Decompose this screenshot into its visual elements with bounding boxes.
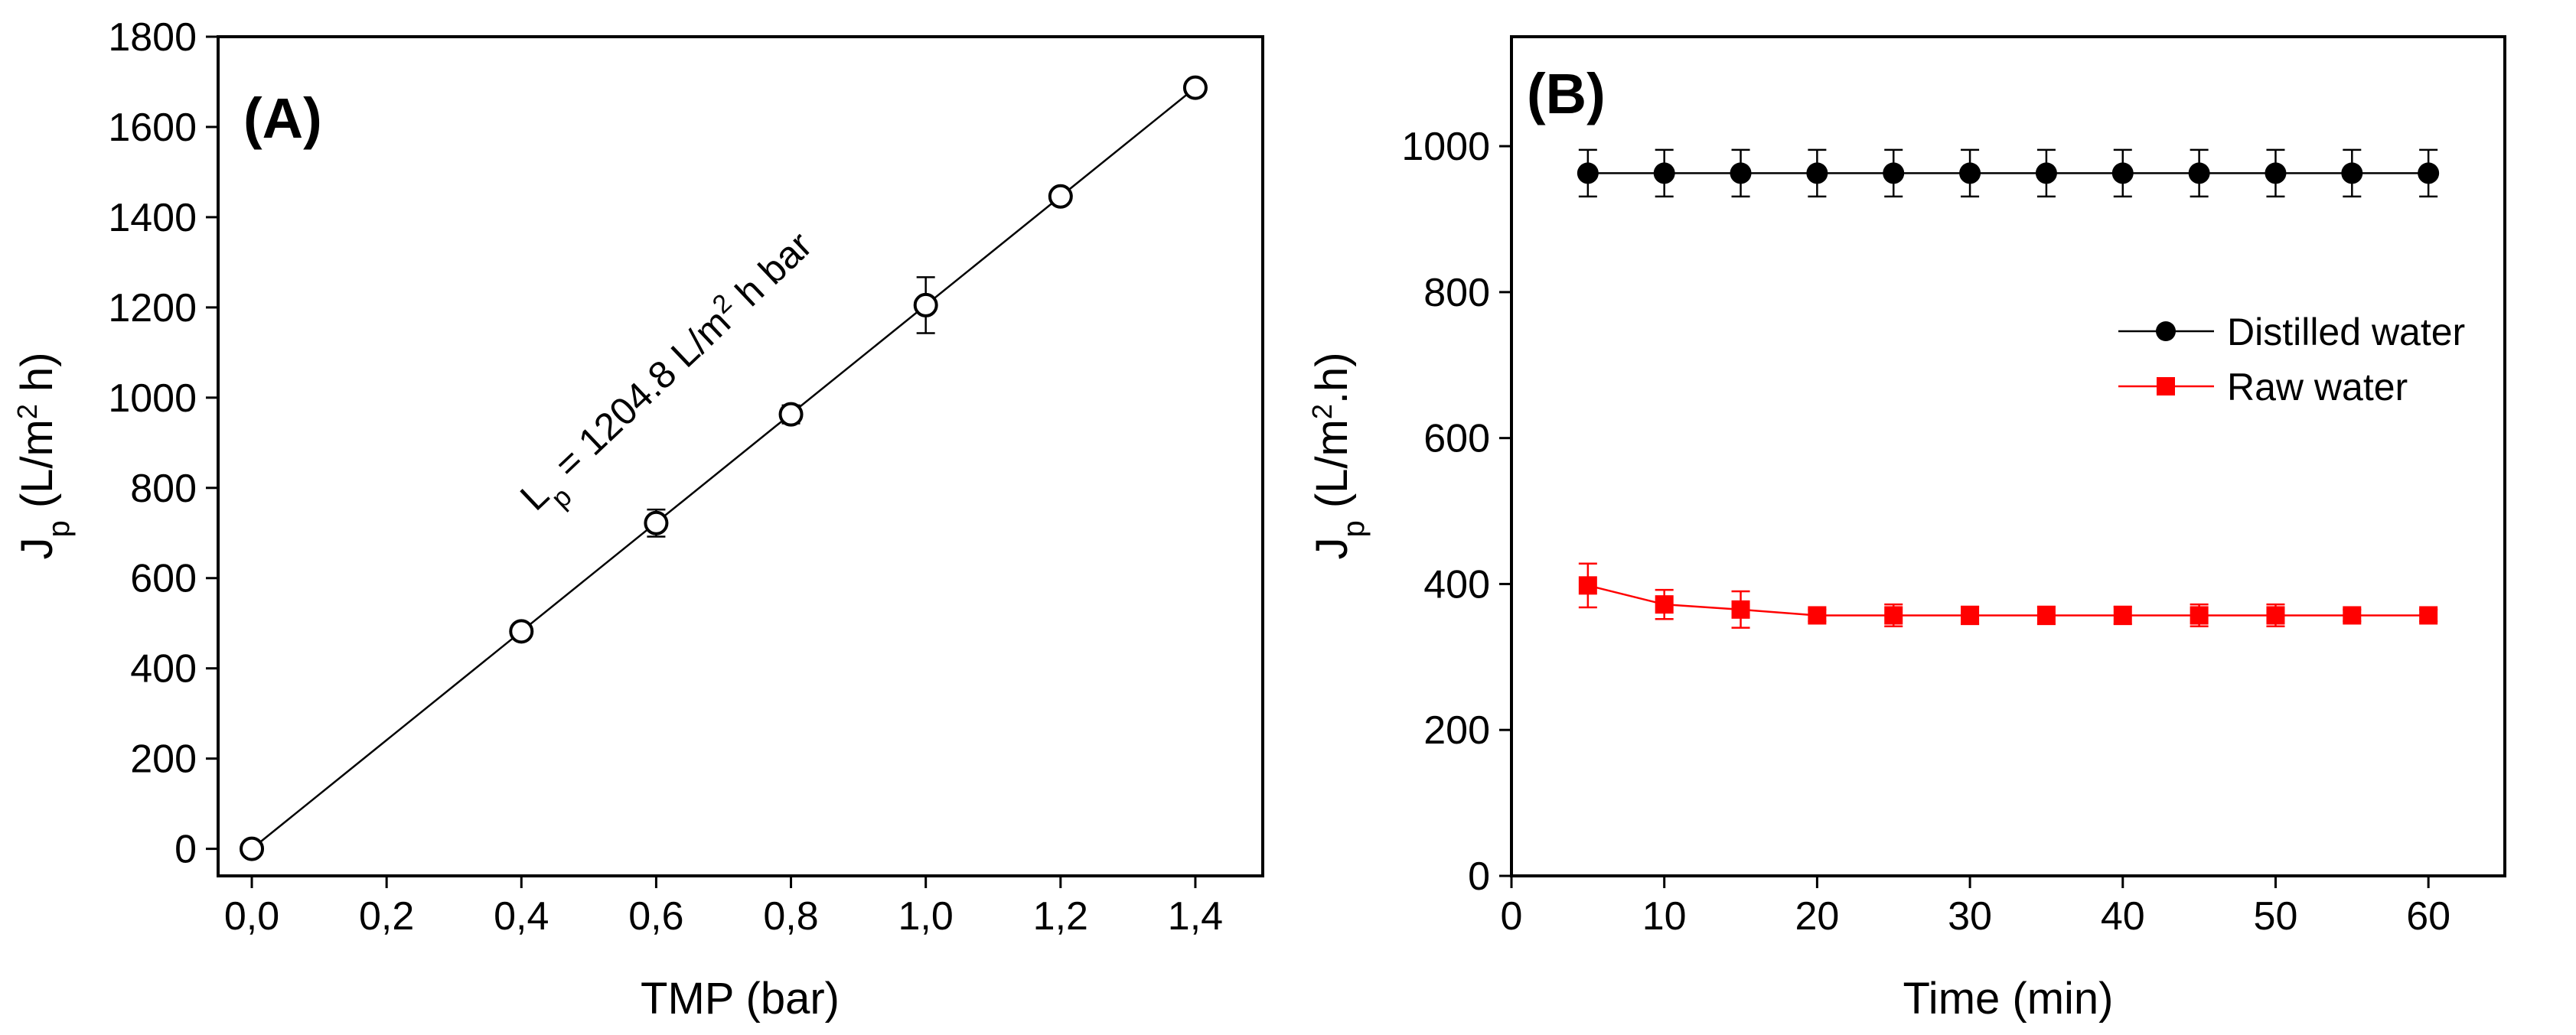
- panel-b-ytick-label: 600: [1423, 417, 1490, 461]
- panel-a-xlabel: TMP (bar): [641, 974, 840, 1024]
- panel-b-point-raw: [2190, 606, 2209, 625]
- panel-b-ytick-label: 400: [1423, 562, 1490, 607]
- panel-b-xtick-label: 60: [2406, 894, 2450, 939]
- panel-b-ytick-label: 0: [1468, 854, 1490, 899]
- panel-b-point-raw: [1884, 606, 1903, 625]
- panel-b-ytick-label: 200: [1423, 708, 1490, 753]
- legend-marker-distilled: [2156, 321, 2176, 341]
- panel-b-point-raw: [1731, 600, 1750, 619]
- panel-b-point-distilled: [2418, 162, 2440, 184]
- panel-a-point: [778, 402, 804, 427]
- panel-b-ylabel-sub: p: [1337, 520, 1371, 537]
- panel-a-point: [1182, 75, 1208, 100]
- legend-label-distilled: Distilled water: [2227, 311, 2465, 353]
- panel-b-xtick-label: 40: [2101, 894, 2145, 939]
- panel-a-point: [644, 510, 669, 535]
- panel-b-xlabel: Time (min): [1903, 974, 2114, 1024]
- panel-b-point-distilled: [2035, 162, 2057, 184]
- panel-b-point-raw: [1655, 595, 1674, 614]
- panel-b-point-raw: [2113, 606, 2132, 625]
- panel-a-ytick-label: 1800: [108, 15, 197, 60]
- panel-b-label: (B): [1527, 62, 1606, 125]
- panel-b-xtick-label: 0: [1501, 894, 1523, 939]
- panel-a-xtick-label: 0,4: [494, 894, 549, 939]
- legend-marker-raw: [2157, 377, 2175, 395]
- panel-b-ylabel-end: .h): [1307, 352, 1357, 404]
- panel-a-point: [509, 619, 534, 644]
- panel-a-xtick-label: 0,8: [763, 894, 818, 939]
- panel-b-frame: [1510, 35, 2506, 877]
- panel-a-ytick-label: 1600: [108, 106, 197, 150]
- panel-b-ylabel-main: J: [1307, 538, 1357, 560]
- panel-b-ytick-label: 1000: [1401, 125, 1490, 169]
- panel-a-ytick-label: 1000: [108, 376, 197, 421]
- panel-a-ytick-label: 0: [174, 828, 197, 872]
- panel-b-xtick-label: 10: [1642, 894, 1687, 939]
- panel-a-xtick-label: 1,0: [898, 894, 954, 939]
- panel-a-ytick-label: 200: [130, 737, 197, 782]
- panel-b-point-raw: [1808, 606, 1827, 625]
- panel-b-ylabel-sup: 2: [1306, 404, 1338, 419]
- panel-b-xtick-label: 20: [1795, 894, 1839, 939]
- panel-a-ytick-label: 400: [130, 647, 197, 692]
- annotation-middle: = 1204.8 L/m: [539, 301, 739, 493]
- panel-a-ylabel-rest: (L/m: [12, 419, 62, 520]
- panel-b-point-raw: [1578, 576, 1597, 595]
- panel-b-ylabel-rest: (L/m: [1307, 419, 1357, 520]
- annotation-suffix: h bar: [719, 223, 820, 322]
- panel-a-data: [240, 75, 1208, 861]
- legend-label-raw: Raw water: [2227, 366, 2408, 408]
- panel-a-ytick-label: 800: [130, 467, 197, 511]
- panel-a-ylabel-end: h): [12, 352, 62, 404]
- panel-a-point: [240, 836, 265, 861]
- panel-b-point-distilled: [1730, 162, 1752, 184]
- panel-b-ylabel: Jp (L/m2.h): [1306, 352, 1371, 559]
- panel-b-data: [1577, 148, 2440, 629]
- panel-a-ytick-label: 600: [130, 557, 197, 601]
- panel-b-point-distilled: [2265, 162, 2287, 184]
- panel-a-ytick-label: 1400: [108, 196, 197, 240]
- panel-a-fit-line: [251, 86, 1196, 850]
- panel-b-point-distilled: [1577, 162, 1599, 184]
- panel-b-point-distilled: [1653, 162, 1675, 184]
- panel-b-point-raw: [1961, 606, 1980, 625]
- legend: Distilled water Raw water: [2118, 311, 2465, 408]
- panel-a: 0,0 0,2 0,4 0,6 0,8 1,0 1,2 1,4 0 200 400 600 800 100…: [11, 15, 1264, 1024]
- panel-a-xtick-label: 0,2: [359, 894, 414, 939]
- lp-annotation: Lp = 1204.8 L/m2 h bar: [510, 221, 829, 529]
- panel-b-point-raw: [2343, 606, 2362, 625]
- panel-a-frame: [217, 35, 1264, 877]
- panel-b-ytick-label: 800: [1423, 271, 1490, 315]
- panel-a-xtick-label: 1,2: [1033, 894, 1088, 939]
- panel-a-label: (A): [243, 86, 322, 150]
- panel-b-point-distilled: [2111, 162, 2134, 184]
- panel-a-point: [1048, 184, 1073, 209]
- panel-b-series-line-1: [1587, 584, 2429, 617]
- panel-a-ylabel-main: J: [12, 538, 62, 560]
- panel-a-ylabel-sup: 2: [11, 404, 43, 419]
- panel-a-ylabel: Jp (L/m2 h): [11, 352, 77, 559]
- panel-b-point-raw: [2419, 606, 2438, 625]
- panel-b-point-distilled: [1959, 162, 1981, 184]
- panel-b-xtick-label: 50: [2254, 894, 2298, 939]
- panel-b-xtick-label: 30: [1948, 894, 1992, 939]
- panel-b-point-distilled: [1806, 162, 1828, 184]
- panel-a-xtick-label: 1,4: [1168, 894, 1223, 939]
- panel-a-axes: 0,0 0,2 0,4 0,6 0,8 1,0 1,2 1,4 0 200 400 600 800 100…: [108, 15, 1223, 939]
- panel-a-ylabel-sub: p: [42, 520, 76, 537]
- panel-a-ytick-label: 1200: [108, 286, 197, 330]
- panel-b-point-raw: [2036, 606, 2056, 625]
- panel-a-xtick-label: 0,0: [224, 894, 279, 939]
- panel-b-point-distilled: [2341, 162, 2363, 184]
- panel-a-point: [913, 292, 938, 317]
- panel-b-point-distilled: [1883, 162, 1905, 184]
- panel-b-point-raw: [2266, 606, 2285, 625]
- panel-a-xtick-label: 0,6: [628, 894, 683, 939]
- panel-b-point-distilled: [2188, 162, 2210, 184]
